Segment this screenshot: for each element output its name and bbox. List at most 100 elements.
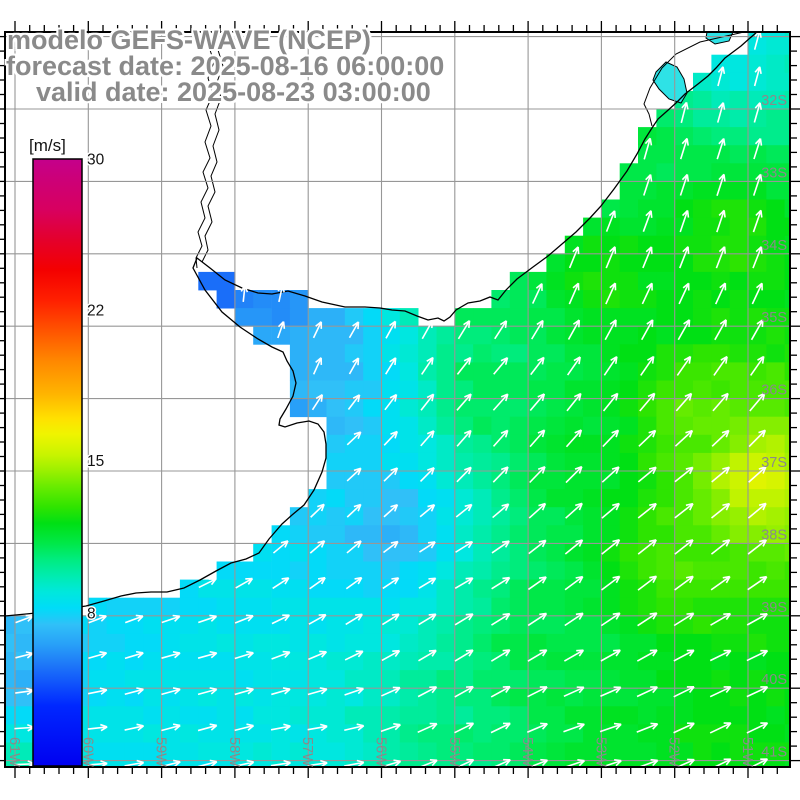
wave-cell xyxy=(784,561,790,580)
wave-cell xyxy=(308,670,327,689)
wave-cell xyxy=(674,145,694,164)
wave-cell xyxy=(729,471,749,490)
wave-cell xyxy=(161,706,181,725)
wave-cell xyxy=(583,290,602,309)
lat-label: 40S xyxy=(761,672,787,688)
wave-cell xyxy=(784,271,790,291)
wave-cell xyxy=(308,489,327,508)
wave-cell xyxy=(729,615,749,635)
wave-cell xyxy=(528,670,547,689)
wave-cell xyxy=(344,416,364,436)
wind-arrow xyxy=(605,210,616,232)
wave-cell xyxy=(583,344,602,363)
wave-cell xyxy=(509,507,529,526)
wave-cell xyxy=(748,326,767,345)
wave-cell xyxy=(418,688,437,707)
wave-cell xyxy=(253,633,272,653)
wave-cell xyxy=(711,633,731,653)
wave-cell xyxy=(454,398,474,418)
wave-cell xyxy=(179,724,199,743)
wind-arrow xyxy=(491,576,511,590)
wave-cell xyxy=(454,471,474,490)
wind-arrow xyxy=(709,649,732,662)
colorbar-tick-label: 15 xyxy=(87,453,104,470)
wind-arrow xyxy=(568,282,580,305)
wind-arrow xyxy=(346,503,362,518)
wave-cell xyxy=(161,597,181,617)
wave-cell xyxy=(784,398,790,418)
wind-arrow xyxy=(531,319,544,340)
wave-cell xyxy=(546,452,566,472)
wave-cell xyxy=(381,362,401,381)
wave-cell xyxy=(601,615,621,635)
wind-arrow xyxy=(161,614,181,624)
lon-label: 57W xyxy=(299,737,315,767)
wave-cell xyxy=(143,742,162,761)
wind-arrow xyxy=(88,651,108,660)
wave-cell xyxy=(656,271,676,291)
wave-cell xyxy=(326,670,346,689)
wave-cell xyxy=(399,308,419,327)
wave-cell xyxy=(546,308,566,327)
wind-arrow xyxy=(277,284,285,303)
wind-arrow xyxy=(643,137,653,160)
wave-cell xyxy=(784,706,790,725)
wave-cell xyxy=(418,380,437,399)
wave-cell xyxy=(528,579,547,599)
wave-cell xyxy=(491,724,511,743)
wave-cell xyxy=(674,706,694,725)
wave-cell xyxy=(656,380,676,399)
wave-cell xyxy=(674,416,694,436)
wave-cell xyxy=(491,362,511,381)
wind-arrow xyxy=(307,723,328,732)
wave-cell xyxy=(399,489,419,508)
wave-cell xyxy=(363,416,382,436)
wave-cell xyxy=(619,380,639,399)
wave-cell xyxy=(784,32,790,37)
wave-cell xyxy=(363,579,382,599)
lagoon-shore-line xyxy=(643,31,745,127)
wave-cell xyxy=(418,742,437,761)
wave-cell xyxy=(674,579,694,599)
wave-cell xyxy=(491,670,511,689)
lon-label: 58W xyxy=(226,737,242,767)
wave-cell xyxy=(418,489,437,508)
wave-cell xyxy=(729,235,749,255)
wave-cell xyxy=(106,670,126,689)
wave-cell xyxy=(399,579,419,599)
wind-arrow xyxy=(565,465,583,484)
wave-cell xyxy=(436,543,456,562)
wave-cell xyxy=(748,724,767,743)
wave-cell xyxy=(601,452,621,472)
wind-arrow xyxy=(308,613,327,625)
wind-arrow xyxy=(528,502,547,519)
wave-cell xyxy=(216,652,236,671)
wave-cell xyxy=(693,181,712,200)
wave-cell xyxy=(638,416,657,436)
wave-cell xyxy=(143,615,162,635)
wave-cell xyxy=(656,633,676,653)
wave-cell xyxy=(418,615,437,635)
wave-cell xyxy=(583,597,602,617)
wave-cell xyxy=(88,706,107,725)
wind-arrow xyxy=(753,32,762,50)
wave-cell xyxy=(363,326,382,345)
wave-cell xyxy=(656,489,676,508)
wave-cell xyxy=(344,561,364,580)
wave-cell xyxy=(729,688,749,707)
wave-cell xyxy=(454,452,474,472)
wave-cell xyxy=(473,597,492,617)
wave-cell xyxy=(619,416,639,436)
wind-arrow xyxy=(638,429,657,447)
wave-cell xyxy=(619,434,639,454)
wave-cell xyxy=(564,471,584,490)
wave-cell xyxy=(748,471,767,490)
wave-cell xyxy=(473,688,492,707)
wave-cell xyxy=(564,489,584,508)
wave-cell xyxy=(491,452,511,472)
wind-arrow xyxy=(272,540,289,554)
wave-cell xyxy=(619,706,639,725)
wave-cell xyxy=(674,615,694,635)
wind-arrow xyxy=(716,173,726,196)
